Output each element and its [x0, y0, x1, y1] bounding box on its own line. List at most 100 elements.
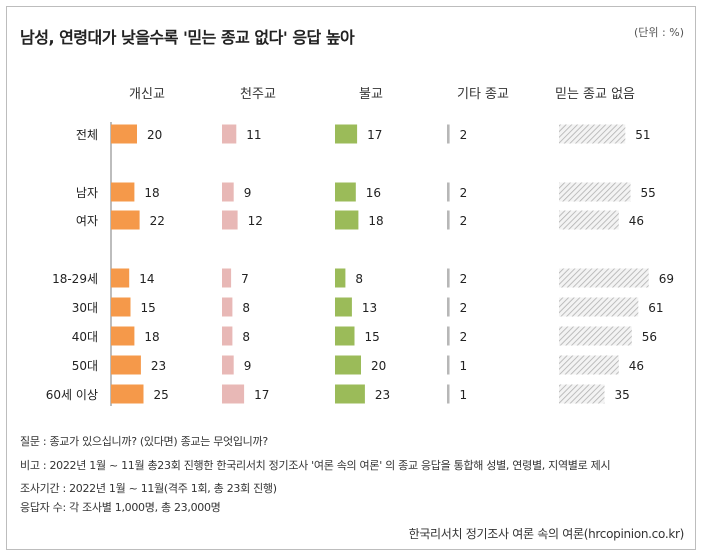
value-label-3-0: 2 [460, 128, 468, 142]
bar-1-3 [222, 268, 232, 288]
bar-2-4 [335, 297, 352, 317]
value-label-2-7: 23 [375, 388, 390, 402]
bar-2-2 [335, 210, 359, 230]
value-label-1-0: 11 [246, 128, 261, 142]
bar-2-5 [335, 326, 355, 346]
value-label-3-4: 2 [460, 301, 468, 315]
value-label-1-1: 9 [244, 186, 252, 200]
value-label-2-3: 8 [355, 272, 363, 286]
value-label-0-4: 15 [141, 301, 156, 315]
note-period: 조사기간 : 2022년 1월 ~ 11월(격주 1회, 총 23회 진행) [20, 482, 277, 495]
series-header-0: 개신교 [129, 87, 165, 102]
bar-4-4 [559, 297, 639, 317]
category-label-5: 40대 [72, 330, 98, 344]
value-label-4-1: 55 [641, 186, 656, 200]
bar-1-1 [222, 182, 234, 202]
bar-0-5 [111, 326, 135, 346]
bar-1-0 [222, 124, 237, 144]
chart-frame [6, 6, 696, 550]
bar-1-6 [222, 355, 234, 375]
bar-2-0 [335, 124, 358, 144]
value-label-2-4: 13 [362, 301, 377, 315]
value-label-2-1: 16 [366, 186, 381, 200]
bar-3-3 [447, 268, 450, 288]
series-header-4: 믿는 종교 없음 [555, 87, 635, 102]
bar-3-4 [447, 297, 450, 317]
category-label-7: 60세 이상 [46, 388, 98, 402]
value-label-4-3: 69 [659, 272, 674, 286]
source-label: 한국리서치 정기조사 여론 속의 여론(hrcopinion.co.kr) [408, 527, 685, 541]
value-label-4-2: 46 [629, 214, 644, 228]
note-remark: 비고 : 2022년 1월 ~ 11월 총23회 진행한 한국리서치 정기조사 … [20, 459, 611, 472]
value-label-0-7: 25 [154, 388, 169, 402]
series-header-3: 기타 종교 [457, 87, 509, 102]
bar-1-4 [222, 297, 233, 317]
bar-0-4 [111, 297, 131, 317]
bar-4-7 [559, 384, 605, 404]
value-label-2-6: 20 [371, 359, 386, 373]
note-respondents: 응답자 수: 각 조사별 1,000명, 총 23,000명 [20, 501, 221, 514]
series-header-1: 천주교 [240, 87, 276, 102]
value-label-4-0: 51 [635, 128, 650, 142]
bar-3-1 [447, 182, 450, 202]
value-label-0-0: 20 [147, 128, 162, 142]
category-label-0: 전체 [76, 128, 98, 142]
bar-1-2 [222, 210, 238, 230]
bar-0-6 [111, 355, 141, 375]
value-label-3-5: 2 [460, 330, 468, 344]
category-label-2: 여자 [76, 214, 98, 228]
value-label-3-3: 2 [460, 272, 468, 286]
category-label-1: 남자 [76, 186, 98, 200]
value-label-4-7: 35 [615, 388, 630, 402]
bar-4-3 [559, 268, 649, 288]
bar-3-0 [447, 124, 450, 144]
value-label-3-6: 1 [460, 359, 468, 373]
value-label-0-1: 18 [144, 186, 159, 200]
note-question: 질문 : 종교가 있으십니까? (있다면) 종교는 무엇입니까? [20, 435, 268, 448]
bar-0-2 [111, 210, 140, 230]
bar-3-5 [447, 326, 450, 346]
value-label-1-6: 9 [244, 359, 252, 373]
bar-0-3 [111, 268, 130, 288]
value-label-0-5: 18 [144, 330, 159, 344]
bar-2-7 [335, 384, 365, 404]
bar-0-1 [111, 182, 135, 202]
bar-3-2 [447, 210, 450, 230]
value-label-2-2: 18 [368, 214, 383, 228]
value-label-3-2: 2 [460, 214, 468, 228]
bar-1-7 [222, 384, 245, 404]
bar-2-1 [335, 182, 356, 202]
value-label-1-2: 12 [248, 214, 263, 228]
bar-3-6 [447, 355, 450, 375]
value-label-4-6: 46 [629, 359, 644, 373]
bar-4-2 [559, 210, 619, 230]
value-label-2-0: 17 [367, 128, 382, 142]
bar-0-0 [111, 124, 137, 144]
bar-4-0 [559, 124, 626, 144]
bar-2-6 [335, 355, 361, 375]
bar-4-5 [559, 326, 632, 346]
value-label-4-5: 56 [642, 330, 657, 344]
value-label-0-2: 22 [150, 214, 165, 228]
value-label-3-1: 2 [460, 186, 468, 200]
value-label-1-5: 8 [242, 330, 250, 344]
value-label-4-4: 61 [648, 301, 663, 315]
value-label-2-5: 15 [365, 330, 380, 344]
value-label-1-7: 17 [254, 388, 269, 402]
bar-1-5 [222, 326, 233, 346]
value-label-3-7: 1 [460, 388, 468, 402]
bar-3-7 [447, 384, 450, 404]
category-label-3: 18-29세 [52, 272, 98, 286]
chart-title: 남성, 연령대가 낮을수록 '믿는 종교 없다' 응답 높아 [20, 28, 355, 47]
bar-4-1 [559, 182, 631, 202]
value-label-0-6: 23 [151, 359, 166, 373]
category-label-4: 30대 [72, 301, 98, 315]
series-header-2: 불교 [359, 87, 383, 102]
category-label-6: 50대 [72, 359, 98, 373]
value-label-1-3: 7 [241, 272, 249, 286]
bar-0-7 [111, 384, 144, 404]
value-label-1-4: 8 [242, 301, 250, 315]
value-label-0-3: 14 [139, 272, 154, 286]
unit-label: (단위 : %) [634, 26, 684, 39]
